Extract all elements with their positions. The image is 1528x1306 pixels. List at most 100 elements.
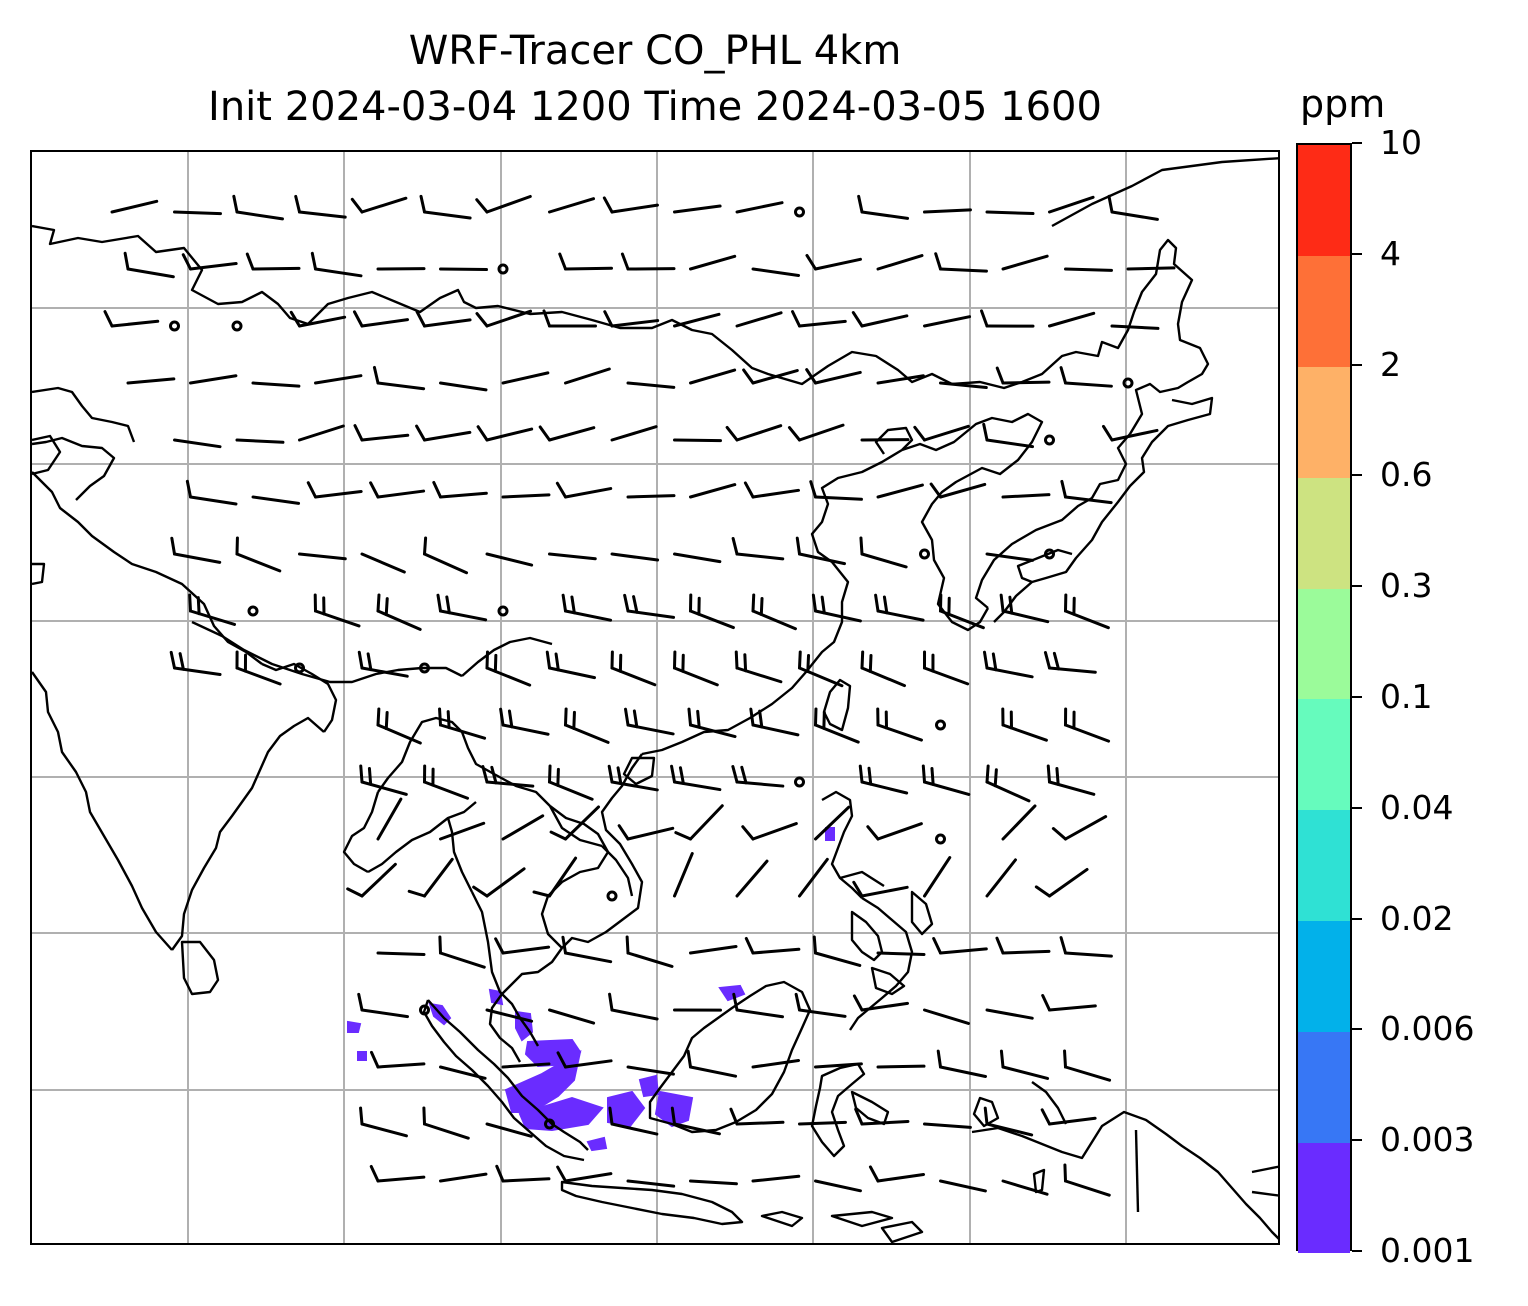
coastline-segment [560,1180,744,1226]
wind-barb-flag [532,890,551,898]
colorbar-tick [1352,363,1362,366]
wind-barb-flag [744,936,755,955]
wind-barb-flag [982,422,989,442]
wind-barb-flag [1059,936,1067,955]
wind-barb-flag [384,711,389,731]
wind-barb-shaft [689,609,735,630]
colorbar-segment [1298,366,1350,478]
wind-barb-shaft [985,858,1017,898]
wind-barb-shaft [1110,324,1160,330]
wind-barb-shaft [735,201,784,214]
wind-barb-flag [623,593,630,613]
wind-barb-flag [169,650,176,670]
wind-barb-flag [759,596,764,616]
wind-barb-shaft [876,1172,926,1183]
wind-barb-shaft [798,552,846,566]
colorbar-tick-label: 0.006 [1380,1009,1475,1049]
wind-barb-flag [359,1106,364,1126]
wind-barb-flag [806,653,811,673]
coastline-segment [32,436,116,501]
wind-barb-shaft [939,1065,988,1078]
colorbar-units: ppm [1300,82,1386,126]
wind-barb-shaft [985,438,1035,449]
wind-barb-shaft [751,488,801,499]
wind-barb-shaft [923,1122,972,1129]
wind-barb-shaft [814,1062,863,1069]
wind-barb-shaft [876,822,923,841]
tracer-patch [607,1090,646,1128]
wind-barb-flag [181,253,192,271]
wind-barb-shaft [251,495,301,505]
wind-barb-shaft [798,1008,847,1018]
wind-barb-shaft [1048,311,1096,328]
wind-barb-flag [507,709,514,729]
wind-barb-flag [561,935,567,955]
wind-barb-flag [999,1049,1005,1069]
wind-barb-flag [475,198,489,214]
wind-barb-flag [369,481,380,499]
wind-barb-shaft [814,495,863,501]
wind-barb-shaft [923,315,972,328]
wind-barb-flag [103,310,114,328]
wind-barb-shaft [689,804,724,841]
wind-barb-shaft [439,951,486,969]
wind-barb-shaft [751,1174,801,1183]
wind-barb-flag [743,653,748,673]
wind-barb-flag [1034,885,1051,898]
wind-barb-flag [556,767,560,787]
coastline-segment [32,671,173,951]
colorbar-segment [1298,1031,1350,1143]
coastline-segment [850,1090,890,1126]
wind-barb-shaft [1001,1179,1049,1196]
wind-barb-shaft [189,495,238,506]
wind-barb-shaft [626,1065,675,1076]
wind-barb-shaft [173,210,222,216]
wind-barb-shaft [1064,815,1108,841]
wind-barb-shaft [985,666,1034,679]
wind-barb-shaft [1064,381,1113,388]
wind-barb-flag [561,593,567,613]
wind-barb-flag [859,536,864,556]
wind-barb-shaft [798,423,845,442]
wind-barb-shaft [1110,210,1159,221]
wind-barb-shaft [1126,266,1176,271]
wind-barb-flag [306,481,317,499]
coastline-segment [32,224,1210,435]
wind-barb-flag [548,764,552,784]
wind-barb-shaft [985,1122,1034,1137]
colorbar-tick-label: 0.003 [1380,1120,1475,1160]
coastline-segment [971,1110,1278,1240]
wind-barb-shaft [376,797,403,841]
wind-barb-shaft [626,1179,676,1188]
wind-barb-shaft [814,951,862,967]
wind-barb-flag [407,889,426,898]
coastline-segment [993,396,1214,623]
wind-barb-flag [696,709,701,729]
wind-barb-shaft [1048,1004,1097,1012]
calm-wind-marker [606,890,618,902]
wind-barb-shaft [564,951,613,964]
wind-barb-shaft [923,424,970,442]
wind-barb-flag [811,593,817,613]
wind-barb-shaft [876,951,926,956]
tracer-patch [825,827,835,841]
wind-barb-shaft [735,424,783,442]
wind-barb-shaft [376,951,426,956]
wind-barb-shaft [564,1172,613,1183]
wind-barb-shaft [501,1062,551,1069]
tracer-patch [488,988,504,1006]
wind-barb-shaft [376,381,426,391]
wind-barb-shaft [1048,666,1097,674]
coastline-segment [422,999,585,1162]
wind-barb-shaft [564,805,601,841]
map-canvas [32,152,1278,1243]
wind-barb-shaft [860,885,909,898]
colorbar-tick-label: 0.001 [1380,1231,1475,1270]
wind-barb-flag [983,1106,989,1126]
wind-barb-shaft [235,552,282,573]
wind-barb-flag [346,887,364,898]
wind-barb-flag [734,650,739,670]
wind-barb-shaft [610,319,660,328]
wind-barb-flag [985,764,990,784]
wind-barb-flag [932,937,942,955]
